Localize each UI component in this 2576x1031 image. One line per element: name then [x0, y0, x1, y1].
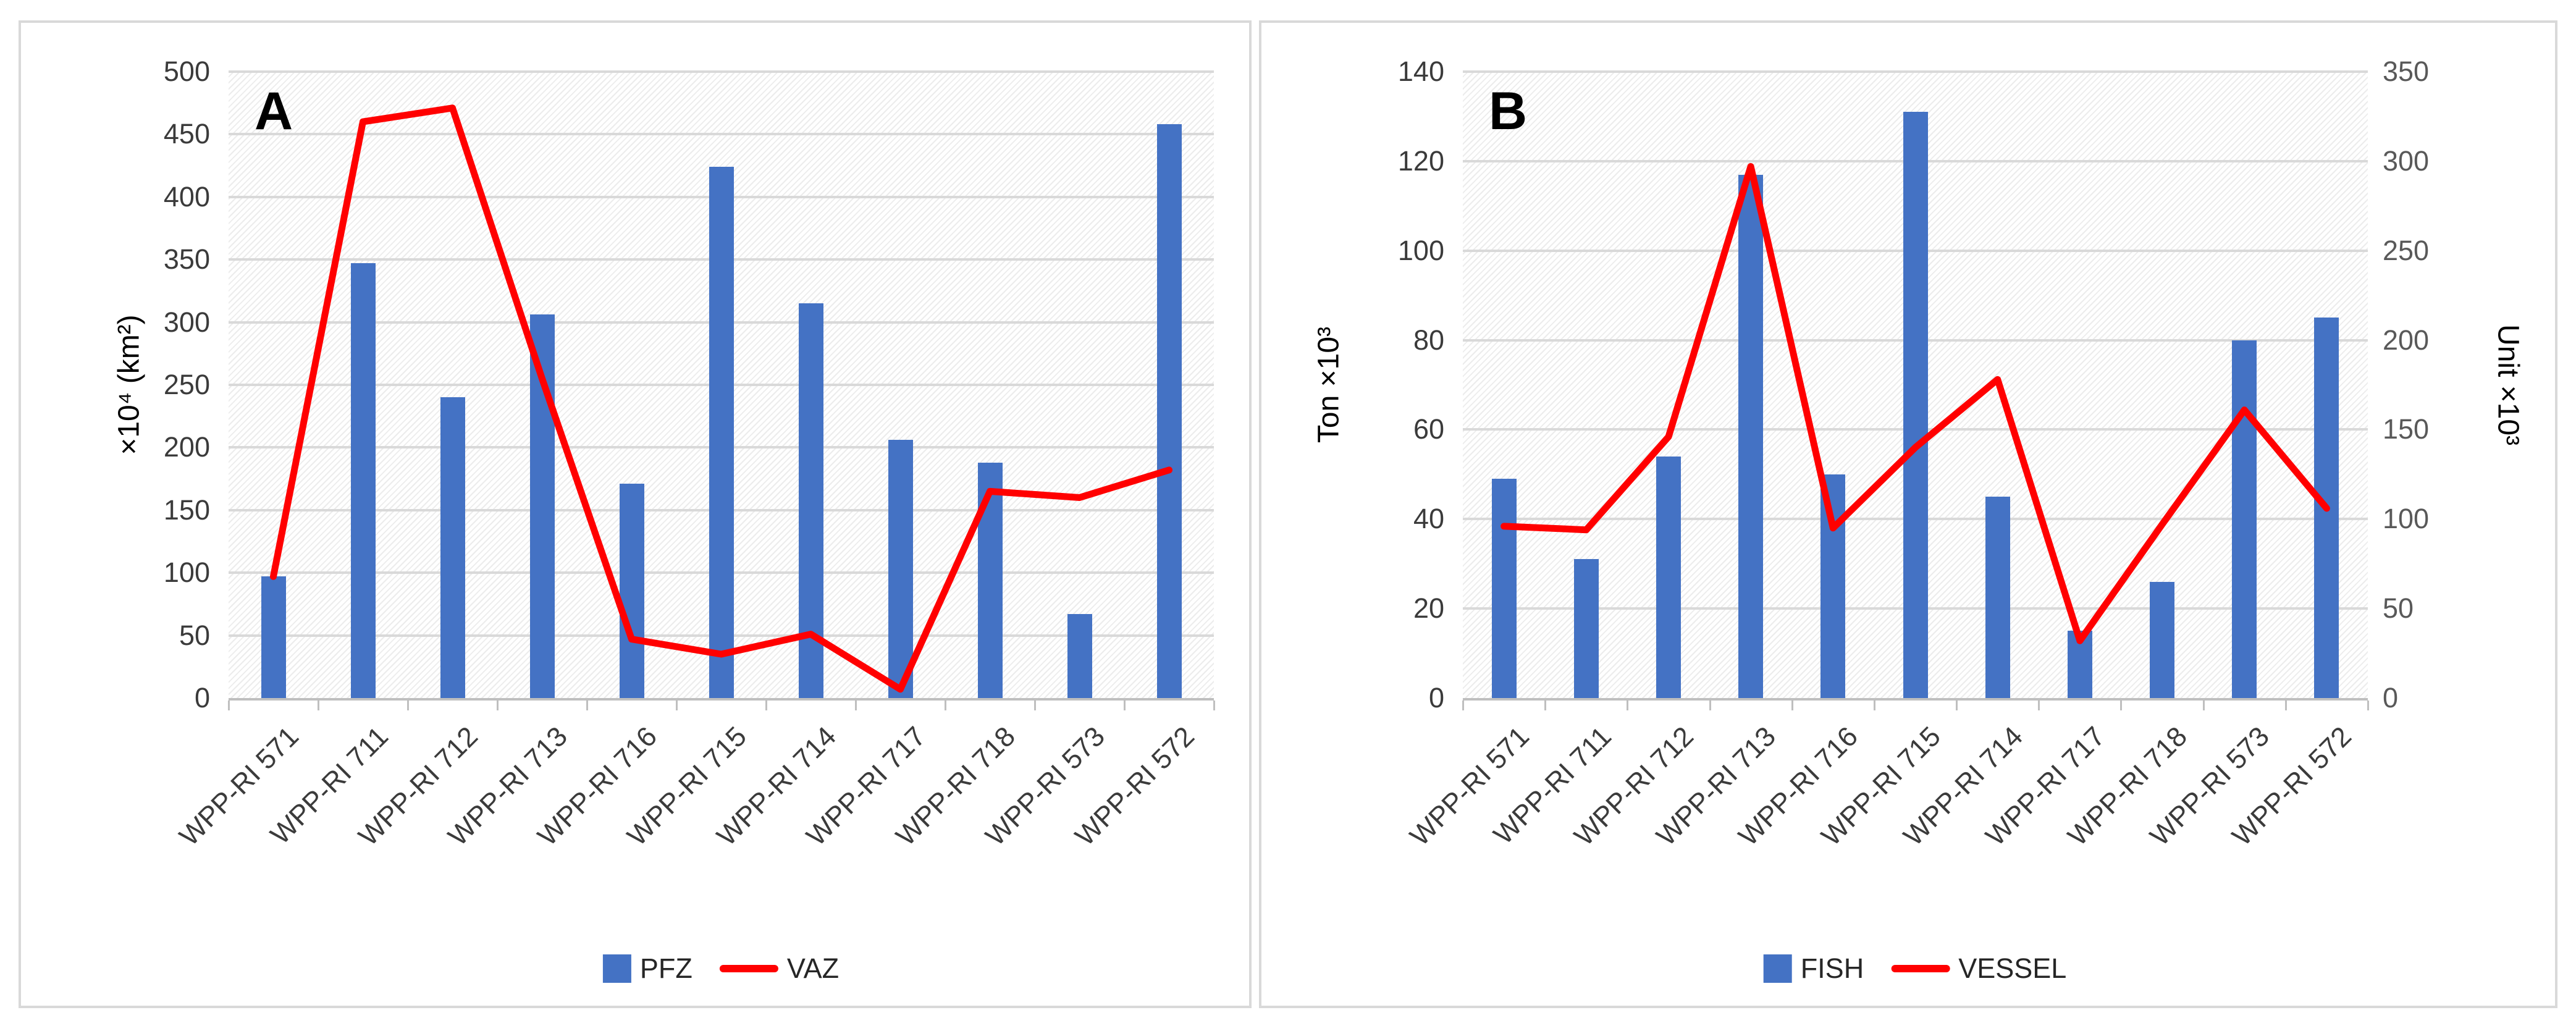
legend-label-fish: FISH — [1800, 953, 1864, 984]
panel-label-b: B — [1489, 82, 1528, 141]
right-y-tick-label-350: 350 — [2383, 56, 2430, 87]
right-y-tick-label-300: 300 — [2383, 145, 2430, 177]
legend-label-pfz: PFZ — [639, 953, 692, 984]
x-axis-tick — [1873, 701, 1875, 710]
line-series-vaz — [270, 104, 1172, 693]
x-axis-tick — [855, 701, 857, 710]
line-path-vessel — [1501, 163, 2330, 644]
y-axis-title-b-left: Ton ×10³ — [1312, 326, 1345, 444]
x-axis-tick — [407, 701, 409, 710]
bar-pfz-WPP-RI 711 — [350, 263, 376, 698]
x-axis-tick — [1213, 701, 1215, 710]
y-tick-label-250: 250 — [163, 369, 210, 400]
plot-area — [1463, 70, 2368, 698]
x-axis-tick — [2120, 701, 2123, 710]
x-axis-tick — [1462, 701, 1464, 710]
chart-panel-a: ×10⁴ (km²) A PFZ VAZ 0 50 100 150 200 250 300 3… — [19, 20, 1252, 1008]
legend-label-vessel: VESSEL — [1958, 953, 2067, 984]
bar-pfz-WPP-RI 571 — [261, 576, 286, 698]
right-y-tick-label-0: 0 — [2383, 682, 2399, 713]
gridline-450 — [229, 133, 1214, 136]
x-axis-tick — [497, 701, 499, 710]
x-axis-tick — [318, 701, 319, 710]
x-axis-line — [229, 698, 1214, 701]
bar-fish-WPP-RI 714 — [1985, 497, 2010, 698]
y-tick-label-500: 500 — [163, 56, 210, 87]
line-path-vaz — [270, 104, 1172, 693]
bar-pfz-WPP-RI 715 — [709, 167, 734, 698]
y-tick-label-300: 300 — [163, 306, 210, 338]
plot-area — [229, 70, 1214, 698]
y-tick-label-140: 140 — [1397, 56, 1444, 87]
bar-pfz-WPP-RI 572 — [1156, 124, 1182, 698]
legend-line-swatch — [1891, 965, 1950, 972]
y-tick-label-150: 150 — [163, 494, 210, 526]
x-axis-tick — [1956, 701, 1958, 710]
bar-pfz-WPP-RI 573 — [1067, 614, 1092, 698]
right-y-tick-label-200: 200 — [2383, 324, 2430, 356]
y-axis-title-b-right: Unit ×10³ — [2491, 324, 2525, 446]
gridline-140 — [1463, 70, 2368, 73]
x-axis-tick — [2202, 701, 2205, 710]
bar-pfz-WPP-RI 717 — [888, 440, 913, 698]
legend-bar-swatch — [1763, 954, 1792, 983]
y-tick-label-60: 60 — [1413, 413, 1444, 445]
y-tick-label-400: 400 — [163, 180, 210, 213]
x-axis-tick — [1627, 701, 1629, 710]
y-tick-label-100: 100 — [163, 557, 210, 589]
x-axis-tick — [1544, 701, 1547, 710]
y-tick-label-120: 120 — [1397, 145, 1444, 177]
x-axis-tick — [2038, 701, 2040, 710]
y-tick-label-200: 200 — [163, 431, 210, 463]
legend-bar-swatch — [602, 954, 631, 983]
y-tick-label-20: 20 — [1413, 592, 1444, 625]
x-axis-tick — [586, 701, 588, 710]
y-tick-label-40: 40 — [1413, 503, 1444, 535]
bar-pfz-WPP-RI 716 — [619, 484, 644, 698]
bar-fish-WPP-RI 715 — [1903, 112, 1928, 698]
x-axis-tick — [2367, 701, 2369, 710]
legend: FISH VESSEL — [1763, 953, 2067, 985]
bar-fish-WPP-RI 716 — [1820, 474, 1846, 698]
bar-fish-WPP-RI 713 — [1738, 174, 1764, 698]
x-axis-line — [1463, 698, 2368, 701]
y-tick-label-0: 0 — [1428, 682, 1444, 713]
x-axis-tick — [228, 701, 230, 710]
bar-fish-WPP-RI 711 — [1573, 559, 1599, 698]
right-y-tick-label-150: 150 — [2383, 413, 2430, 445]
bar-fish-WPP-RI 718 — [2150, 581, 2175, 698]
x-axis-tick — [1034, 701, 1036, 710]
y-tick-label-50: 50 — [179, 619, 210, 651]
panel-label-a: A — [255, 82, 293, 141]
x-axis-tick — [1709, 701, 1711, 710]
legend-line-swatch — [719, 965, 778, 972]
x-axis-tick — [945, 701, 946, 710]
bar-fish-WPP-RI 712 — [1656, 456, 1681, 698]
right-y-tick-label-250: 250 — [2383, 234, 2430, 266]
x-axis-tick — [676, 701, 678, 710]
chart-panel-b: Ton ×10³ Unit ×10³ B FISH VESSEL 0 20 40 60… — [1259, 20, 2557, 1008]
y-tick-label-450: 450 — [163, 118, 210, 150]
y-tick-label-80: 80 — [1413, 324, 1444, 356]
legend: PFZ VAZ — [602, 953, 840, 985]
y-tick-label-350: 350 — [163, 243, 210, 276]
line-series-vessel — [1501, 163, 2330, 644]
gridline-500 — [229, 70, 1214, 73]
bar-pfz-WPP-RI 712 — [440, 397, 465, 698]
legend-label-vaz: VAZ — [786, 953, 840, 984]
y-tick-label-100: 100 — [1397, 234, 1444, 266]
bar-fish-WPP-RI 571 — [1491, 479, 1517, 698]
right-y-tick-label-100: 100 — [2383, 503, 2430, 535]
y-tick-label-0: 0 — [194, 682, 210, 713]
bar-fish-WPP-RI 573 — [2232, 340, 2257, 698]
right-y-tick-label-50: 50 — [2383, 592, 2414, 625]
x-axis-tick — [2284, 701, 2287, 710]
x-axis-tick — [1791, 701, 1793, 710]
x-axis-tick — [765, 701, 767, 710]
x-axis-tick — [1124, 701, 1126, 710]
